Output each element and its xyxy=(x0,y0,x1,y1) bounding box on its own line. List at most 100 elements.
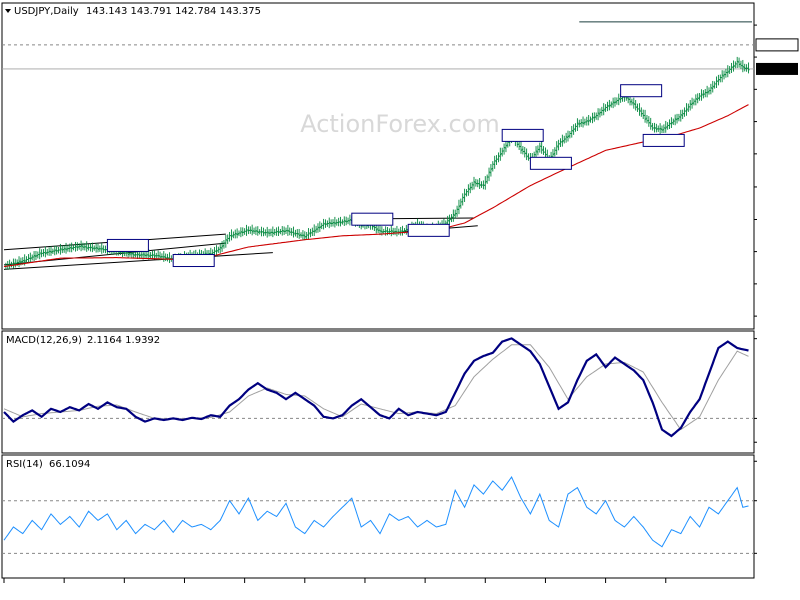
price-bar xyxy=(266,226,269,238)
price-bar xyxy=(311,227,314,237)
price-bar xyxy=(331,219,335,227)
price-bar xyxy=(164,253,167,262)
menu-triangle-icon[interactable] xyxy=(5,9,11,13)
price-bar xyxy=(281,226,284,236)
price-bar xyxy=(561,134,564,147)
price-annotation xyxy=(106,238,149,252)
price-bar xyxy=(344,216,348,226)
price-bar xyxy=(391,227,395,236)
rsi-line xyxy=(3,475,749,548)
price-bar xyxy=(745,64,748,72)
price-bar xyxy=(76,242,79,251)
price-bar xyxy=(581,116,585,128)
price-bar xyxy=(378,225,382,236)
price-bar xyxy=(602,103,605,116)
price-bar xyxy=(457,199,461,215)
price-bar xyxy=(55,245,58,255)
price-bar xyxy=(102,245,105,253)
rsi-header-name: RSI(14) xyxy=(6,459,43,470)
price-bar xyxy=(711,80,714,93)
price-bar xyxy=(570,125,573,138)
price-bar xyxy=(478,178,481,189)
price-bar xyxy=(484,176,487,190)
price-bar xyxy=(747,62,750,74)
price-bar xyxy=(743,63,746,72)
price-bar xyxy=(634,100,637,111)
price-header-symbol: USDJPY,Daily xyxy=(14,6,79,17)
macd-layer xyxy=(2,337,754,438)
price-bar xyxy=(704,88,707,98)
price-bar xyxy=(303,231,306,241)
price-annotation xyxy=(620,84,663,98)
price-bar xyxy=(70,242,73,253)
price-bar xyxy=(296,229,299,238)
price-bar xyxy=(732,60,735,72)
price-bar xyxy=(260,226,263,237)
price-bar xyxy=(730,62,733,73)
rsi-header-value: 66.1094 xyxy=(49,459,90,470)
price-bar xyxy=(339,216,342,227)
price-bar xyxy=(452,209,455,222)
price-bar xyxy=(448,214,451,225)
price-bar xyxy=(683,107,686,117)
price-bar xyxy=(670,117,673,129)
price-tag-box xyxy=(756,62,798,75)
price-bar xyxy=(277,226,280,237)
price-bar xyxy=(694,94,698,106)
price-bar xyxy=(333,216,337,228)
price-bar xyxy=(234,229,237,239)
price-bar xyxy=(337,217,340,227)
price-bar xyxy=(166,253,169,262)
price-bar xyxy=(40,249,43,258)
price-bar xyxy=(642,109,645,120)
price-bar xyxy=(348,214,352,226)
price-bar xyxy=(32,251,36,262)
annotation-box xyxy=(501,128,544,142)
price-bar xyxy=(390,225,393,237)
price-bar xyxy=(239,227,243,238)
price-bar xyxy=(591,112,594,124)
price-bar xyxy=(100,243,103,254)
price-bar xyxy=(709,83,713,95)
price-bar xyxy=(256,226,259,236)
price-bar xyxy=(664,120,667,133)
price-bar xyxy=(275,227,278,236)
price-bar xyxy=(632,97,635,109)
price-bar xyxy=(493,155,496,169)
price-bar xyxy=(322,218,325,230)
price-bar xyxy=(472,176,476,190)
annotation-box xyxy=(106,238,149,252)
annotation-box xyxy=(642,133,685,147)
price-bar xyxy=(162,251,165,262)
price-bar xyxy=(482,180,485,190)
price-bar xyxy=(499,147,502,161)
rsi-panel-frame xyxy=(1,454,755,579)
price-bar xyxy=(224,234,228,248)
price-bar xyxy=(489,164,493,177)
price-bar xyxy=(228,231,231,242)
price-bar xyxy=(540,140,543,154)
macd-line xyxy=(3,337,749,438)
price-bar xyxy=(44,246,47,258)
price-bar xyxy=(262,227,265,237)
price-bar xyxy=(245,224,248,236)
price-bar xyxy=(497,152,500,163)
price-bar xyxy=(608,99,611,111)
price-bar xyxy=(254,226,258,236)
price-bar xyxy=(104,245,107,254)
price-bar xyxy=(617,93,620,106)
price-bar xyxy=(454,209,457,219)
price-bar xyxy=(504,139,508,153)
price-bar xyxy=(525,148,528,161)
price-bar xyxy=(668,119,671,130)
price-layer xyxy=(2,21,754,270)
price-bar xyxy=(555,141,558,155)
price-bar xyxy=(613,97,617,107)
price-bar xyxy=(219,242,222,254)
price-annotation xyxy=(172,254,215,268)
watermark: ActionForex.com xyxy=(300,110,500,138)
price-bar xyxy=(17,256,21,268)
price-bar xyxy=(566,130,570,142)
price-bar xyxy=(720,70,724,83)
